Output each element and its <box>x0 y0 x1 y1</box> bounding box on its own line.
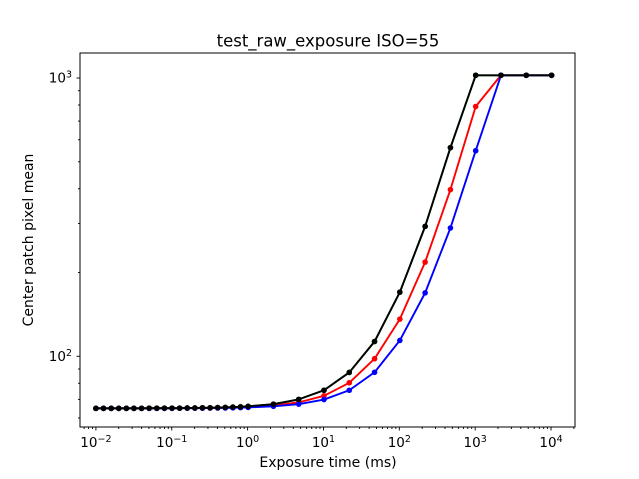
data-point-marker <box>472 72 479 79</box>
series-line-green-channel <box>95 74 552 410</box>
data-point-marker <box>371 369 378 376</box>
data-point-marker <box>93 405 99 412</box>
x-tick-label: 100 <box>236 434 259 451</box>
data-point-marker <box>346 387 353 394</box>
data-point-marker <box>346 369 353 376</box>
data-point-marker <box>237 404 244 410</box>
data-point-marker <box>321 396 327 403</box>
series-black-channel <box>93 72 555 412</box>
y-axis-label: Center patch pixel mean <box>21 153 37 327</box>
data-point-marker <box>472 147 479 154</box>
data-point-marker <box>346 379 353 386</box>
y-tick-label: 103 <box>49 70 72 87</box>
data-point-marker <box>169 405 175 411</box>
data-point-marker <box>422 259 428 265</box>
data-point-marker <box>321 387 327 394</box>
data-point-marker <box>138 405 145 412</box>
x-tick-label: 101 <box>312 434 335 451</box>
data-point-marker <box>447 186 454 193</box>
data-point-marker <box>222 404 229 411</box>
data-point-marker <box>146 405 152 411</box>
data-point-marker <box>371 338 378 345</box>
chart-title: test_raw_exposure ISO=55 <box>216 31 440 51</box>
data-point-marker <box>123 405 130 412</box>
data-point-marker <box>161 405 168 411</box>
data-point-marker <box>447 225 454 231</box>
data-point-marker <box>214 404 221 411</box>
x-tick-label: 104 <box>539 434 562 451</box>
x-tick-label: 103 <box>464 434 487 451</box>
data-point-marker <box>472 103 479 110</box>
data-point-marker <box>192 405 198 411</box>
data-point-marker <box>422 290 428 296</box>
data-point-marker <box>230 404 236 410</box>
data-point-marker <box>108 405 114 412</box>
data-point-marker <box>422 223 428 230</box>
data-point-marker <box>207 404 213 411</box>
data-point-marker <box>199 404 206 411</box>
series-blue-channel <box>93 72 555 412</box>
data-point-marker <box>245 403 251 410</box>
data-point-marker <box>176 405 183 411</box>
y-tick-label: 102 <box>49 348 72 365</box>
x-tick-label: 102 <box>388 434 411 451</box>
data-point-marker <box>295 401 302 407</box>
data-point-marker <box>371 355 378 362</box>
data-point-marker <box>447 144 454 151</box>
x-tick-label: 10−1 <box>156 434 187 451</box>
data-point-marker <box>270 401 277 407</box>
series-line-red-channel <box>95 74 552 410</box>
x-axis-label: Exposure time (ms) <box>259 455 397 471</box>
data-point-marker <box>184 405 191 411</box>
x-tick-label: 10−2 <box>80 434 111 451</box>
axes-frame <box>79 52 576 428</box>
data-point-marker <box>397 289 403 295</box>
data-point-marker <box>100 405 107 412</box>
data-point-marker <box>154 405 160 411</box>
data-point-marker <box>115 405 122 412</box>
data-point-marker <box>498 72 504 79</box>
data-point-marker <box>548 72 555 79</box>
data-point-marker <box>397 337 403 344</box>
data-point-marker <box>131 405 137 412</box>
data-point-marker <box>397 316 403 322</box>
series-line-black-channel <box>95 74 552 410</box>
data-point-marker <box>523 72 530 79</box>
data-point-marker <box>295 396 302 403</box>
series-line-blue-channel <box>95 74 552 410</box>
